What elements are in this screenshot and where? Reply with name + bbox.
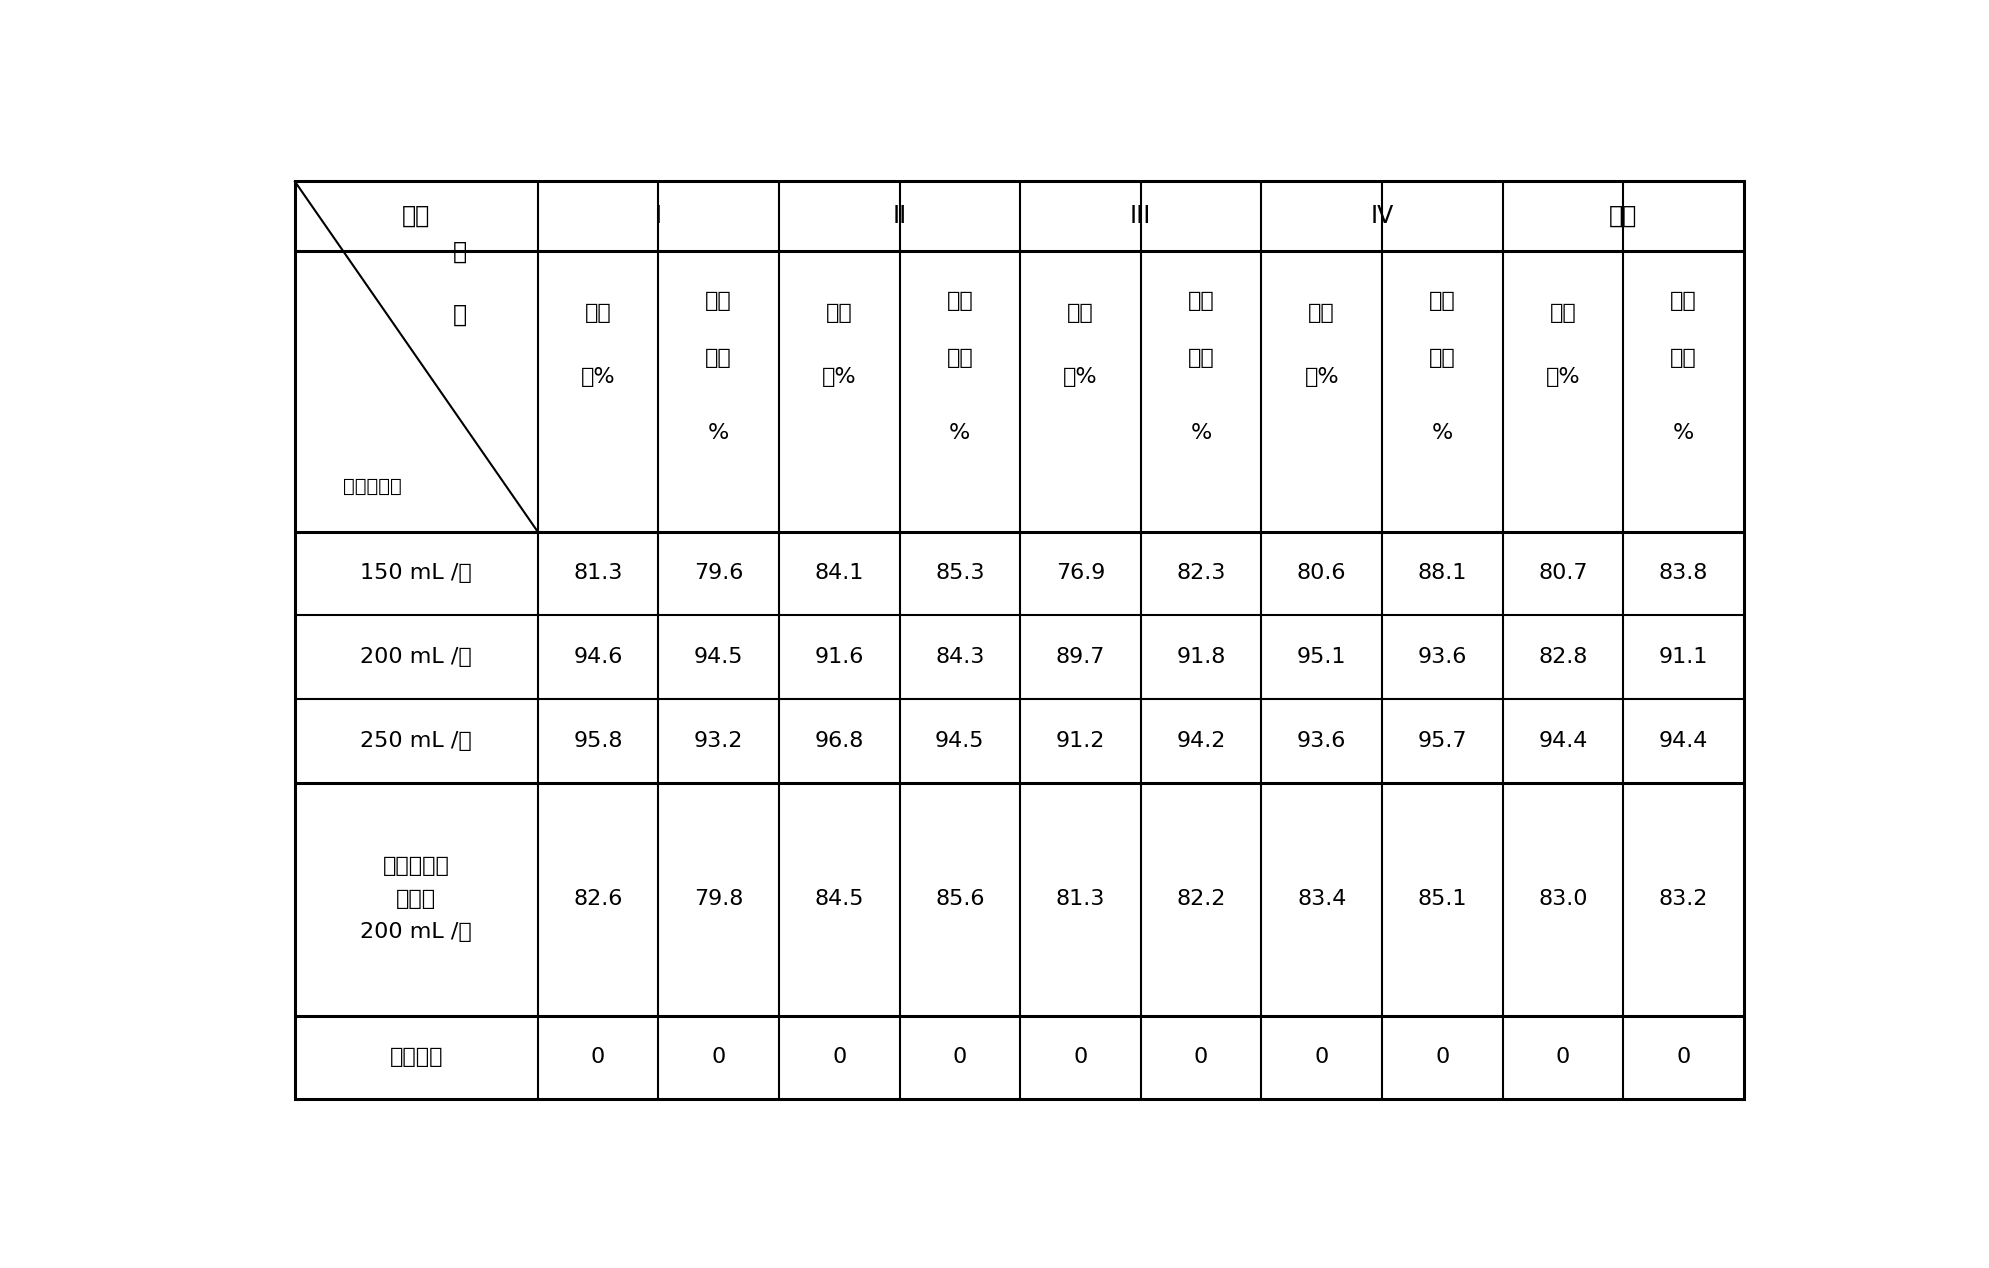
Text: 80.6: 80.6 bbox=[1297, 563, 1347, 583]
Text: 94.5: 94.5 bbox=[935, 730, 985, 751]
Text: 83.4: 83.4 bbox=[1297, 889, 1347, 909]
Text: 95.7: 95.7 bbox=[1418, 730, 1468, 751]
Text: 空白对照: 空白对照 bbox=[390, 1047, 444, 1068]
Text: 85.3: 85.3 bbox=[935, 563, 985, 583]
Text: 83.8: 83.8 bbox=[1659, 563, 1709, 583]
Text: 96.8: 96.8 bbox=[815, 730, 863, 751]
Text: 株防: 株防 bbox=[1549, 303, 1577, 322]
Text: 0: 0 bbox=[1074, 1047, 1088, 1068]
Text: %: % bbox=[708, 424, 730, 444]
Text: 80.7: 80.7 bbox=[1537, 563, 1587, 583]
Text: 81.3: 81.3 bbox=[1056, 889, 1106, 909]
Text: 94.2: 94.2 bbox=[1175, 730, 1225, 751]
Text: 鲜重: 鲜重 bbox=[1428, 292, 1456, 312]
Text: 0: 0 bbox=[1555, 1047, 1569, 1068]
Text: 79.6: 79.6 bbox=[694, 563, 744, 583]
Text: 鲜重: 鲜重 bbox=[947, 292, 973, 312]
Text: 重复: 重复 bbox=[402, 204, 430, 228]
Text: 0: 0 bbox=[591, 1047, 605, 1068]
Text: 防: 防 bbox=[453, 240, 467, 264]
Text: 0: 0 bbox=[1315, 1047, 1329, 1068]
Text: %: % bbox=[1673, 424, 1695, 444]
Text: 94.4: 94.4 bbox=[1537, 730, 1587, 751]
Text: %: % bbox=[1432, 424, 1452, 444]
Text: 82.8: 82.8 bbox=[1537, 647, 1587, 667]
Text: II: II bbox=[893, 204, 907, 228]
Text: 82.3: 82.3 bbox=[1175, 563, 1225, 583]
Text: 76.9: 76.9 bbox=[1056, 563, 1106, 583]
Text: 95.1: 95.1 bbox=[1297, 647, 1347, 667]
Text: 平均: 平均 bbox=[1609, 204, 1637, 228]
Text: 88.1: 88.1 bbox=[1418, 563, 1468, 583]
Text: I: I bbox=[654, 204, 662, 228]
Text: %: % bbox=[1191, 424, 1211, 444]
Text: 防效: 防效 bbox=[1671, 347, 1697, 368]
Text: 防效: 防效 bbox=[1428, 347, 1456, 368]
Text: 鲜重: 鲜重 bbox=[1187, 292, 1215, 312]
Text: 除草剂用量: 除草剂用量 bbox=[344, 477, 402, 496]
Text: 85.6: 85.6 bbox=[935, 889, 985, 909]
Text: %: % bbox=[949, 424, 971, 444]
Text: 鲜重: 鲜重 bbox=[1671, 292, 1697, 312]
Text: III: III bbox=[1130, 204, 1152, 228]
Text: 83.0: 83.0 bbox=[1537, 889, 1587, 909]
Text: 89.7: 89.7 bbox=[1056, 647, 1106, 667]
Text: 91.6: 91.6 bbox=[815, 647, 863, 667]
Text: 83.2: 83.2 bbox=[1659, 889, 1709, 909]
Text: 0: 0 bbox=[831, 1047, 847, 1068]
Text: 94.6: 94.6 bbox=[573, 647, 623, 667]
Text: 91.1: 91.1 bbox=[1659, 647, 1709, 667]
Text: 94.4: 94.4 bbox=[1659, 730, 1709, 751]
Text: 84.5: 84.5 bbox=[814, 889, 863, 909]
Text: 93.6: 93.6 bbox=[1297, 730, 1347, 751]
Text: 79.8: 79.8 bbox=[694, 889, 744, 909]
Text: 防效: 防效 bbox=[706, 347, 732, 368]
Text: 防效: 防效 bbox=[947, 347, 973, 368]
Text: 效%: 效% bbox=[1545, 368, 1579, 387]
Text: 效%: 效% bbox=[821, 368, 857, 387]
Text: 鲜重: 鲜重 bbox=[706, 292, 732, 312]
Text: 91.2: 91.2 bbox=[1056, 730, 1106, 751]
Text: 效: 效 bbox=[453, 303, 467, 327]
Text: 95.8: 95.8 bbox=[573, 730, 623, 751]
Text: 82.6: 82.6 bbox=[573, 889, 623, 909]
Text: 0: 0 bbox=[953, 1047, 967, 1068]
Text: 91.8: 91.8 bbox=[1175, 647, 1225, 667]
Text: 效%: 效% bbox=[1064, 368, 1098, 387]
Text: 84.3: 84.3 bbox=[935, 647, 985, 667]
Text: 株防: 株防 bbox=[585, 303, 611, 322]
Text: 效%: 效% bbox=[581, 368, 615, 387]
Text: 0: 0 bbox=[1193, 1047, 1207, 1068]
Text: 150 mL /亩: 150 mL /亩 bbox=[360, 563, 471, 583]
Text: 0: 0 bbox=[712, 1047, 726, 1068]
Text: 0: 0 bbox=[1436, 1047, 1450, 1068]
Text: 94.5: 94.5 bbox=[694, 647, 744, 667]
Text: IV: IV bbox=[1370, 204, 1394, 228]
Text: 防效: 防效 bbox=[1187, 347, 1215, 368]
Text: 株防: 株防 bbox=[825, 303, 853, 322]
Text: 效%: 效% bbox=[1305, 368, 1339, 387]
Text: 85.1: 85.1 bbox=[1418, 889, 1468, 909]
Text: 200 mL /亩: 200 mL /亩 bbox=[360, 647, 471, 667]
Text: 250 mL /亩: 250 mL /亩 bbox=[360, 730, 471, 751]
Text: 93.2: 93.2 bbox=[694, 730, 744, 751]
Text: 株防: 株防 bbox=[1309, 303, 1335, 322]
Text: 株防: 株防 bbox=[1066, 303, 1094, 322]
Text: 81.3: 81.3 bbox=[573, 563, 623, 583]
Text: 普通助剂的
除草剂
200 mL /亩: 普通助剂的 除草剂 200 mL /亩 bbox=[360, 856, 471, 942]
Text: 93.6: 93.6 bbox=[1418, 647, 1468, 667]
Text: 84.1: 84.1 bbox=[815, 563, 863, 583]
Text: 82.2: 82.2 bbox=[1175, 889, 1225, 909]
Text: 0: 0 bbox=[1677, 1047, 1691, 1068]
